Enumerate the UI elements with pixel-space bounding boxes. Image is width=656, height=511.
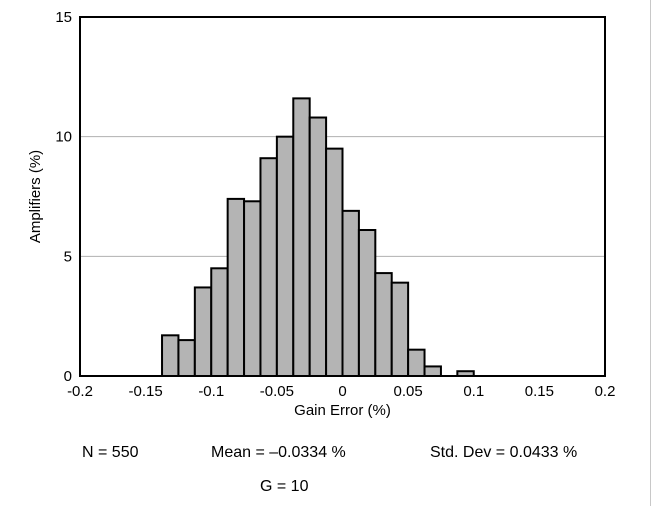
histogram-bar xyxy=(341,209,360,377)
x-axis-label: Gain Error (%) xyxy=(294,402,391,419)
x-tick-label: 0.05 xyxy=(394,383,423,400)
histogram-bar xyxy=(423,365,442,377)
histogram-bar xyxy=(308,116,328,378)
histogram-bar xyxy=(390,281,410,377)
histogram-bar xyxy=(177,339,196,378)
x-tick-label: 0.15 xyxy=(525,383,554,400)
y-tick-label: 5 xyxy=(64,248,72,265)
x-tick-label: -0.2 xyxy=(67,383,93,400)
histogram-bar xyxy=(325,147,344,377)
y-tick-label: 10 xyxy=(55,129,72,146)
histogram-bar xyxy=(226,197,246,377)
x-tick-label: -0.05 xyxy=(260,383,294,400)
gain-label: G = 10 xyxy=(260,478,309,495)
x-tick-label: 0.1 xyxy=(463,383,484,400)
histogram-bar xyxy=(292,97,311,378)
x-tick-label: -0.1 xyxy=(198,383,224,400)
x-tick-label: 0 xyxy=(338,383,346,400)
mean-label: Mean = –0.0334 % xyxy=(211,444,346,461)
y-tick-label: 0 xyxy=(64,368,72,385)
histogram-bar xyxy=(407,348,426,378)
sample-size-label: N = 550 xyxy=(82,444,139,461)
plot-frame xyxy=(79,16,606,377)
histogram-bar xyxy=(259,157,278,377)
x-tick-label: -0.15 xyxy=(129,383,163,400)
histogram-bar xyxy=(161,334,180,377)
histogram-bar xyxy=(374,272,393,377)
std-dev-label: Std. Dev = 0.0433 % xyxy=(430,444,578,461)
histogram-bar xyxy=(275,135,295,377)
x-tick-label: 0.2 xyxy=(595,383,616,400)
y-axis-label: Amplifiers (%) xyxy=(27,150,44,243)
histogram-bar xyxy=(357,229,377,377)
histogram-bar xyxy=(243,200,262,377)
histogram-bar xyxy=(193,286,213,377)
histogram-bar xyxy=(210,267,229,377)
page-divider xyxy=(650,0,651,506)
y-tick-label: 15 xyxy=(55,9,72,26)
